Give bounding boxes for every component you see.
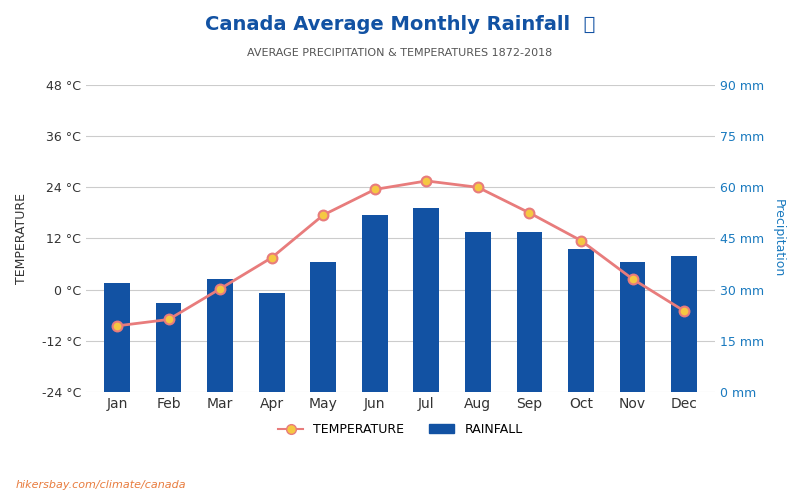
Bar [310,262,336,392]
Text: hikersbay.com/climate/canada: hikersbay.com/climate/canada [16,480,186,490]
Bar [568,248,594,392]
Bar [517,232,542,392]
Bar [156,304,182,392]
Bar [620,262,646,392]
Text: AVERAGE PRECIPITATION & TEMPERATURES 1872-2018: AVERAGE PRECIPITATION & TEMPERATURES 187… [247,48,553,58]
Text: Canada Average Monthly Rainfall  🌧: Canada Average Monthly Rainfall 🌧 [205,15,595,34]
Bar [414,208,439,392]
Bar [465,232,491,392]
Point [420,177,433,185]
Point [471,184,484,192]
Point [369,186,382,194]
Point [523,209,536,217]
Point [110,322,123,330]
Point [266,254,278,262]
Point [162,316,175,324]
Point [626,275,639,283]
Legend: TEMPERATURE, RAINFALL: TEMPERATURE, RAINFALL [274,418,528,441]
Point [214,285,226,293]
Point [574,236,587,244]
Point [317,211,330,219]
Y-axis label: Precipitation: Precipitation [772,200,785,278]
Bar [259,293,285,392]
Bar [671,256,697,392]
Bar [207,280,233,392]
Bar [362,214,388,392]
Y-axis label: TEMPERATURE: TEMPERATURE [15,193,28,284]
Point [678,307,690,315]
Bar [104,283,130,392]
